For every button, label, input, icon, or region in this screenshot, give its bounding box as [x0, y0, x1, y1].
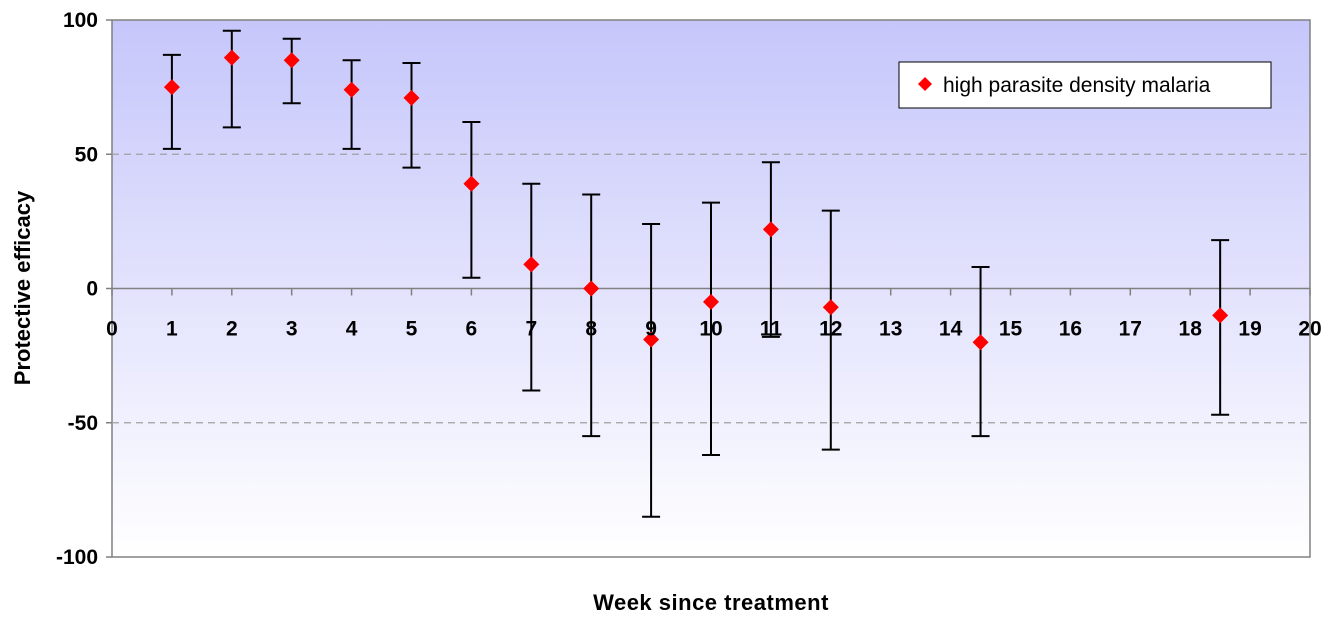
error-bar	[282, 37, 301, 105]
y-tick-label: -100	[56, 546, 98, 569]
error-bar	[582, 193, 601, 438]
data-point	[822, 299, 839, 316]
x-tick-label: 7	[525, 318, 537, 341]
legend-box	[898, 61, 1272, 109]
y-tick-label: 100	[63, 9, 98, 32]
data-point	[283, 52, 300, 69]
grid-lines	[112, 153, 1310, 424]
x-tick-label: 3	[286, 318, 298, 341]
error-bar	[462, 121, 481, 279]
error-bar	[222, 29, 241, 129]
x-axis-title: Week since treatment	[593, 590, 829, 615]
x-tick-label: 9	[645, 318, 657, 341]
x-tick-label: 10	[699, 318, 722, 341]
x-tick-label: 0	[106, 318, 118, 341]
x-tick-label: 16	[1059, 318, 1082, 341]
error-bar	[821, 209, 840, 451]
y-tick-label: -50	[68, 412, 98, 435]
error-bar	[971, 266, 990, 438]
y-axis-title: Protective efficacy	[10, 190, 35, 385]
x-tick-label: 12	[819, 318, 842, 341]
data-point	[403, 89, 420, 106]
data-point	[223, 49, 240, 66]
x-tick-label: 20	[1298, 318, 1321, 341]
x-tick-label: 11	[760, 318, 783, 341]
data-points	[163, 49, 1229, 351]
legend-label: high parasite density malaria	[943, 74, 1211, 97]
data-point	[463, 175, 480, 192]
x-tick-label: 19	[1238, 318, 1261, 341]
data-point	[1212, 307, 1229, 324]
x-tick-label: 13	[879, 318, 902, 341]
error-bar	[522, 182, 541, 392]
x-tick-label: 4	[346, 318, 358, 341]
data-point	[583, 280, 600, 297]
data-point	[972, 334, 989, 351]
x-tick-label: 8	[585, 318, 597, 341]
legend: high parasite density malaria	[898, 61, 1272, 109]
data-point	[163, 79, 180, 96]
y-tick-labels: 100 50 0 -50 -100	[56, 9, 98, 569]
x-tick-label: 15	[999, 318, 1023, 341]
x-tick-label: 18	[1179, 318, 1203, 341]
x-tick-labels: 0 1 2 3 4 5 6 7 8 9 10 11 12 13 14 15 16 17 18 19 20	[106, 318, 1322, 341]
error-bars	[162, 29, 1230, 518]
error-bar	[1211, 239, 1230, 416]
y-tick-label: 50	[75, 143, 98, 166]
x-tick-label: 17	[1119, 318, 1142, 341]
data-point	[762, 221, 779, 238]
data-point	[703, 293, 719, 310]
data-point	[343, 81, 360, 98]
x-tick-label: 5	[406, 318, 418, 341]
error-bar	[642, 223, 661, 518]
error-bar	[162, 53, 181, 150]
legend-marker-red-diamond-icon	[918, 77, 932, 91]
x-tick-label: 1	[166, 318, 178, 341]
y-tick-label: 0	[86, 278, 98, 301]
error-bar	[402, 61, 421, 169]
error-bar	[342, 59, 361, 150]
x-tick-label: 14	[939, 318, 963, 341]
data-point	[643, 331, 660, 348]
data-point	[523, 256, 540, 273]
x-tick-label: 6	[466, 318, 478, 341]
x-tick-label: 2	[226, 318, 238, 341]
error-bar	[702, 201, 720, 456]
error-bar	[761, 161, 780, 338]
